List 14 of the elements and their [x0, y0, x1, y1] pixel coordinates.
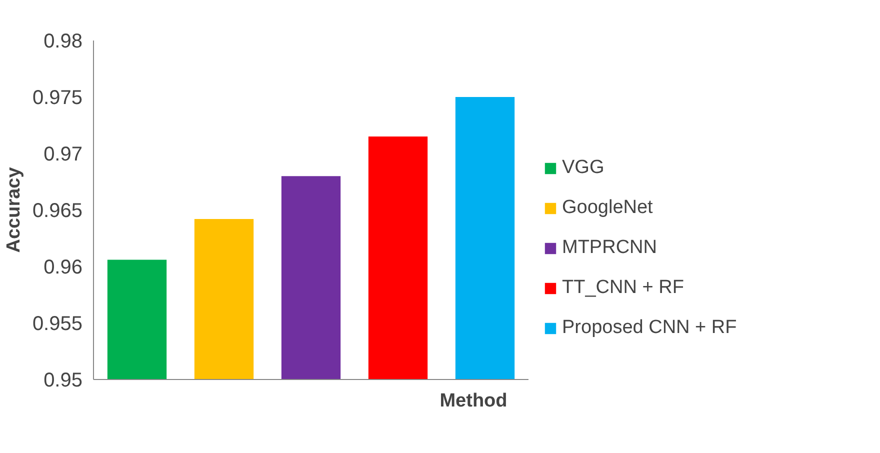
y-tick-label: 0.955 [32, 313, 83, 335]
y-tick-label: 0.975 [32, 87, 83, 109]
x-axis-title: Method [440, 390, 508, 412]
y-tick-label: 0.97 [44, 144, 83, 166]
legend-label: GoogleNet [562, 197, 653, 219]
legend-label: MTPRCNN [562, 237, 657, 259]
y-tick-label: 0.965 [32, 200, 83, 222]
y-tick-label: 0.96 [44, 256, 83, 278]
y-tick-label: 0.95 [44, 370, 83, 392]
legend-label: VGG [562, 157, 604, 179]
legend-label: Proposed CNN + RF [562, 317, 737, 339]
y-axis-title: Accuracy [3, 166, 24, 253]
legend-label: TT_CNN + RF [562, 277, 684, 299]
y-tick-label: 0.98 [44, 30, 83, 52]
